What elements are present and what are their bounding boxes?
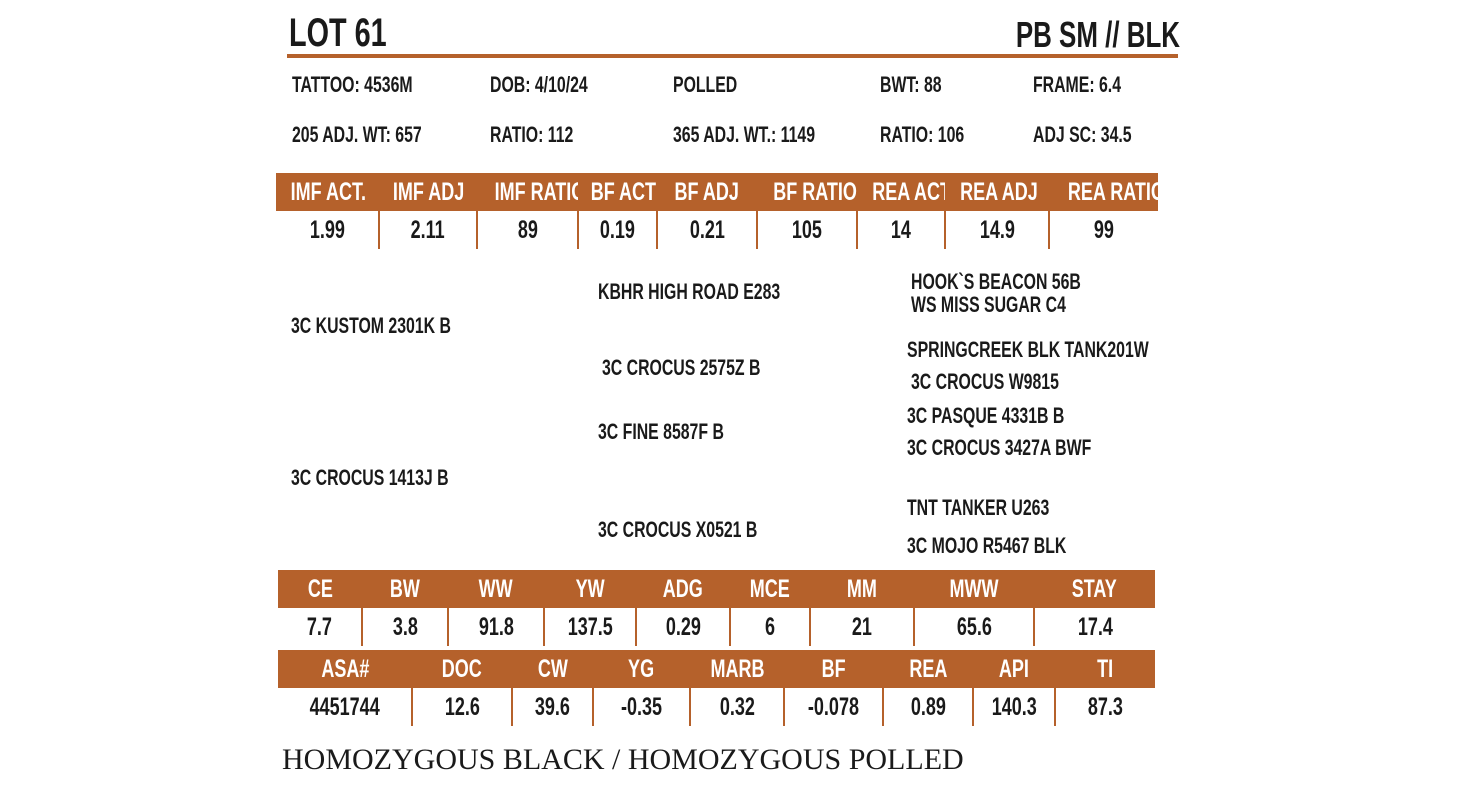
epd-value: 0.29 (635, 608, 730, 646)
epd-header: YG (593, 650, 690, 688)
pedigree-ss-sire: HOOK`S BEACON 56B (911, 269, 1081, 294)
pedigree-ds-dam: 3C CROCUS 3427A BWF (907, 435, 1092, 460)
pedigree-sire-dam: 3C CROCUS 2575Z B (602, 355, 761, 380)
tattoo: TATTOO: 4536M (292, 72, 413, 97)
breed-designation: PB SM // BLK (1015, 14, 1180, 55)
frame-score: FRAME: 6.4 (1033, 72, 1122, 97)
epd-value: 12.6 (411, 688, 512, 726)
epd-value: 87.3 (1054, 688, 1155, 726)
epd-value: -0.35 (592, 688, 690, 726)
carcass-value: 2.11 (378, 211, 477, 249)
carcass-header: IMF RATIO (477, 173, 578, 211)
carcass-header: REA ACT (857, 173, 945, 211)
carcass-header: IMF ACT. (276, 173, 379, 211)
epd-header: REA (883, 650, 973, 688)
carcass-header: BF ADJ (657, 173, 757, 211)
epd-header: CW (512, 650, 593, 688)
carcass-value: 89 (476, 211, 578, 249)
epd-value: 0.32 (689, 688, 784, 726)
birth-weight: BWT: 88 (880, 72, 942, 97)
pedigree-sire: 3C KUSTOM 2301K B (291, 313, 451, 338)
carcass-header: REA RATIO (1049, 173, 1158, 211)
adj-weight-205: 205 ADJ. WT: 657 (292, 122, 422, 147)
epd-header: MM (810, 570, 914, 608)
carcass-value: 99 (1048, 211, 1158, 249)
carcass-value: 105 (756, 211, 857, 249)
epd-value: -0.078 (783, 688, 883, 726)
genetic-note: HOMOZYGOUS BLACK / HOMOZYGOUS POLLED (282, 743, 964, 776)
epd-header: TI (1055, 650, 1155, 688)
title-divider (287, 54, 1178, 58)
epd-header-row: ASA# DOC CW YG MARB BF REA API TI (278, 650, 1155, 688)
dob: DOB: 4/10/24 (490, 72, 588, 97)
carcass-header-row: IMF ACT. IMF ADJ IMF RATIO BF ACT BF ADJ… (276, 173, 1158, 211)
epd-table-growth: CE BW WW YW ADG MCE MM MWW STAY 7.7 3.8 … (278, 570, 1155, 646)
epd-value: 3.8 (361, 608, 448, 646)
pedigree-dam-sire: 3C FINE 8587F B (598, 419, 724, 444)
epd-value: 91.8 (447, 608, 544, 646)
epd-header: WW (448, 570, 544, 608)
epd-header: YW (544, 570, 636, 608)
epd-value: 0.89 (882, 688, 973, 726)
lot-number: LOT 61 (289, 11, 387, 55)
ratio-365: RATIO: 106 (880, 122, 965, 147)
epd-header: MARB (690, 650, 784, 688)
epd-value: 137.5 (543, 608, 636, 646)
epd-header-row: CE BW WW YW ADG MCE MM MWW STAY (278, 570, 1155, 608)
epd-value: 6 (729, 608, 810, 646)
carcass-value: 14.9 (944, 211, 1049, 249)
epd-header: DOC (412, 650, 512, 688)
epd-value: 17.4 (1033, 608, 1155, 646)
pedigree-dd-dam: 3C MOJO R5467 BLK (907, 533, 1067, 558)
epd-header: BW (362, 570, 448, 608)
carcass-value: 0.19 (577, 211, 657, 249)
epd-value: 4451744 (309, 692, 380, 721)
pedigree-sd-sire: SPRINGCREEK BLK TANK201W (907, 337, 1149, 362)
epd-header: ADG (636, 570, 730, 608)
pedigree-dam-dam: 3C CROCUS X0521 B (598, 517, 758, 542)
adj-scrotal: ADJ SC: 34.5 (1033, 122, 1132, 147)
epd-header: BF (784, 650, 883, 688)
carcass-value: 0.21 (656, 211, 757, 249)
pedigree-ss-dam: WS MISS SUGAR C4 (911, 292, 1066, 317)
carcass-header: BF RATIO (757, 173, 857, 211)
epd-value: 140.3 (972, 688, 1055, 726)
epd-value: 21 (809, 608, 914, 646)
pedigree-sire-sire: KBHR HIGH ROAD E283 (598, 279, 781, 304)
epd-value: 7.7 (306, 612, 333, 641)
carcass-header: REA ADJ (945, 173, 1049, 211)
carcass-value: 1.99 (309, 215, 345, 244)
carcass-value: 14 (856, 211, 945, 249)
polled-status: POLLED (673, 72, 738, 97)
adj-weight-365: 365 ADJ. WT.: 1149 (673, 122, 816, 147)
epd-header: ASA# (278, 650, 412, 688)
epd-header: MWW (914, 570, 1034, 608)
epd-value: 39.6 (511, 688, 593, 726)
epd-header: API (973, 650, 1055, 688)
pedigree-sd-dam: 3C CROCUS W9815 (911, 369, 1059, 394)
epd-header: CE (278, 570, 362, 608)
epd-header: STAY (1034, 570, 1155, 608)
ratio-205: RATIO: 112 (490, 122, 574, 147)
carcass-header: IMF ADJ (379, 173, 477, 211)
epd-value-row: 4451744 12.6 39.6 -0.35 0.32 -0.078 0.89… (278, 688, 1155, 726)
pedigree-ds-sire: 3C PASQUE 4331B B (907, 403, 1065, 428)
carcass-header: BF ACT (578, 173, 657, 211)
epd-value: 65.6 (913, 608, 1034, 646)
carcass-value-row: 1.99 2.11 89 0.19 0.21 105 14 14.9 99 (276, 211, 1158, 249)
pedigree-dam: 3C CROCUS 1413J B (291, 465, 449, 490)
epd-value-row: 7.7 3.8 91.8 137.5 0.29 6 21 65.6 17.4 (278, 608, 1155, 646)
epd-header: MCE (730, 570, 810, 608)
epd-table-carcass: ASA# DOC CW YG MARB BF REA API TI 445174… (278, 650, 1155, 726)
carcass-table: IMF ACT. IMF ADJ IMF RATIO BF ACT BF ADJ… (276, 173, 1158, 249)
pedigree-dd-sire: TNT TANKER U263 (907, 495, 1050, 520)
